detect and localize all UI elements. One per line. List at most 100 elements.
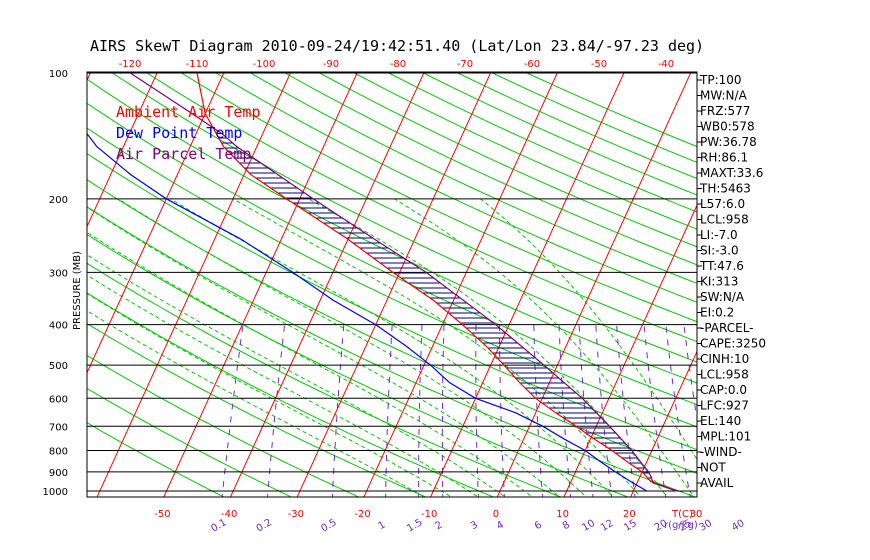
isotherm-line — [763, 64, 870, 500]
chart-title: AIRS SkewT Diagram 2010-09-24/19:42:51.4… — [90, 37, 704, 55]
temp-tick-label: 30 — [690, 509, 703, 520]
background-lines — [87, 64, 870, 500]
mixing-ratio-tick-label: 0.5 — [319, 517, 338, 534]
temp-axis-label: T(C) — [671, 509, 693, 520]
top-temp-tick-label: -60 — [524, 59, 540, 70]
mixing-ratio-tick-label: 2 — [434, 519, 445, 532]
index-label: CAP:0.0 — [700, 383, 747, 397]
mixing-ratio-line — [643, 324, 667, 497]
moist-adiabat-line — [87, 206, 561, 497]
mixing-ratio-line — [385, 324, 393, 497]
plot-frame — [86, 71, 698, 498]
isotherm-line — [630, 350, 697, 497]
mixing-ratio-tick-label: 8 — [561, 519, 572, 532]
temp-tick-label: -10 — [421, 509, 437, 520]
temp-tick-label: 20 — [623, 509, 636, 520]
dry-adiabat-line — [146, 72, 697, 343]
moist-adiabat-line — [233, 198, 641, 497]
moist-adiabat-line — [87, 231, 534, 497]
dry-adiabat-line — [87, 206, 697, 497]
index-label: EL:140 — [700, 414, 741, 428]
mixing-ratio-line — [418, 324, 423, 497]
pressure-tick-label: 800 — [49, 446, 68, 457]
pressure-tick-label: 900 — [49, 468, 68, 479]
pressure-tick-label: 600 — [49, 394, 68, 405]
index-label: TH:5463 — [699, 182, 751, 196]
legend-parcel: Air Parcel Temp — [116, 145, 251, 163]
mixing-ratio-tick-label: 1 — [377, 519, 388, 532]
mixing-ratio-tick-label: 15 — [622, 518, 639, 534]
top-temp-tick-label: -70 — [457, 59, 473, 70]
index-label: CINH:10 — [700, 352, 749, 366]
mixing-ratio-tick-label: 3 — [469, 519, 480, 532]
mixing-ratio-line — [558, 324, 572, 497]
mixing-ratio-line — [595, 324, 613, 497]
series-line-2 — [129, 72, 677, 492]
legend: Ambient Air Temp Dew Point Temp Air Parc… — [116, 103, 261, 163]
index-label: SI:-3.0 — [700, 244, 739, 258]
index-label: NOT — [700, 461, 726, 475]
temp-tick-label: 0 — [493, 509, 499, 520]
index-label: KI:313 — [700, 275, 738, 289]
pressure-tick-label: 400 — [49, 321, 68, 332]
top-temp-tick-label: -50 — [591, 59, 607, 70]
index-label: LCL:958 — [700, 213, 749, 227]
dry-adiabat-line — [112, 72, 697, 363]
isotherm-line — [496, 72, 692, 497]
isotherm-line — [296, 72, 492, 497]
mixing-ratio-tick-label: 0.2 — [255, 517, 274, 534]
temp-tick-label: -40 — [221, 509, 237, 520]
mixing-ratio-line — [441, 324, 445, 497]
dry-adiabat-line — [87, 387, 293, 497]
pressure-tick-label: 700 — [49, 422, 68, 433]
pressure-tick-label: 500 — [49, 361, 68, 372]
isotherm-line — [829, 64, 870, 500]
mixing-ratio-tick-label: 12 — [599, 518, 616, 534]
y-axis-label: PRESSURE (MB) — [72, 251, 83, 330]
moist-adiabat-line — [87, 274, 480, 497]
temp-tick-label: -30 — [288, 509, 304, 520]
index-label: LFC:927 — [700, 399, 749, 413]
moist-adiabat-line — [480, 198, 697, 461]
index-label: MW:N/A — [700, 89, 748, 103]
mixing-ratio-axis-label: r(g/kg) — [664, 520, 698, 531]
index-label: RH:86.1 — [700, 151, 748, 165]
mixing-ratio-tick-label: 10 — [580, 518, 597, 534]
top-temp-tick-label: -80 — [390, 59, 406, 70]
index-label: LCL:958 — [700, 368, 749, 382]
pressure-tick-label: 100 — [49, 69, 68, 80]
dry-adiabat-line — [423, 72, 697, 196]
mixing-ratio-line — [475, 324, 479, 497]
index-label: SW:N/A — [700, 290, 745, 304]
mixing-ratio-line — [578, 324, 594, 497]
dry-adiabat-line — [526, 72, 697, 148]
dry-adiabat-line — [354, 72, 697, 230]
isotherm-line — [96, 72, 292, 497]
mixing-ratio-tick-label: 6 — [533, 519, 544, 532]
index-label: TP:100 — [699, 73, 742, 87]
index-label: WB0:578 — [700, 120, 755, 134]
index-label: EI:0.2 — [700, 306, 734, 320]
index-label: -WIND- — [700, 445, 742, 459]
dry-adiabat-line — [87, 323, 428, 497]
moist-adiabat-line — [308, 198, 668, 497]
mixing-ratio-tick-label: 30 — [698, 518, 715, 534]
mixing-ratio-line — [266, 324, 286, 497]
dry-adiabat-line — [87, 354, 360, 497]
profile-lines — [87, 72, 678, 492]
isotherm-line — [430, 72, 625, 497]
dry-adiabat-line — [319, 72, 697, 248]
dry-adiabat-line — [181, 72, 697, 323]
isotherm-line — [563, 204, 697, 497]
top-temp-tick-label: -100 — [253, 59, 276, 70]
cape-hatching — [218, 137, 652, 479]
index-label: TT:47.6 — [699, 259, 744, 273]
temp-tick-label: 10 — [556, 509, 569, 520]
mixing-ratio-line — [616, 324, 636, 497]
dry-adiabat-line — [215, 72, 697, 303]
series-line-1 — [87, 132, 648, 492]
top-temp-tick-label: -110 — [186, 59, 209, 70]
pressure-tick-label: 1000 — [43, 487, 68, 498]
dry-adiabat-line — [284, 72, 697, 266]
